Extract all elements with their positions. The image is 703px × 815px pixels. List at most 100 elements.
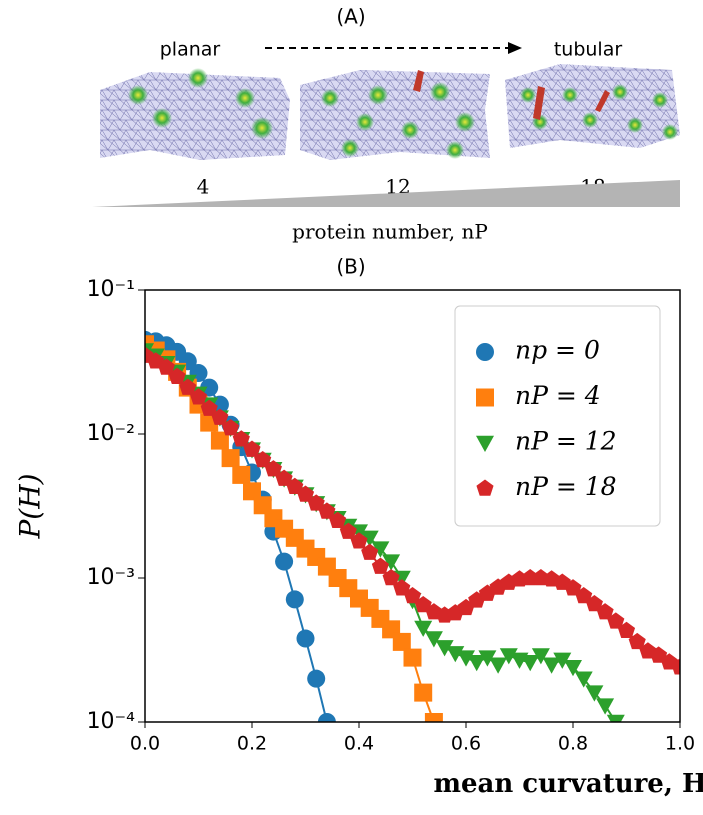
plot-area — [145, 330, 680, 722]
marker — [307, 669, 326, 688]
marker — [435, 640, 454, 657]
y-tick-label: 10⁻¹ — [87, 277, 135, 302]
marker — [585, 594, 603, 612]
marker — [222, 419, 240, 436]
legend-label: nP = 4 — [515, 381, 601, 410]
marker — [424, 631, 443, 648]
x-tick-label: 1.0 — [665, 733, 695, 755]
marker — [286, 477, 304, 495]
marker — [596, 698, 615, 715]
marker — [189, 388, 208, 405]
marker — [393, 579, 411, 596]
marker — [521, 655, 540, 672]
membrane — [505, 64, 680, 148]
marker — [275, 552, 294, 571]
y-tick-label: 10⁻² — [87, 421, 135, 446]
protein-count: 4 — [197, 175, 210, 199]
legend-label: np = 0 — [515, 336, 600, 365]
marker — [542, 657, 561, 674]
marker — [200, 399, 218, 416]
marker — [596, 603, 614, 620]
marker — [296, 629, 315, 648]
marker — [157, 358, 175, 375]
marker — [403, 648, 422, 667]
marker — [179, 378, 197, 395]
marker — [446, 646, 465, 663]
marker — [371, 557, 389, 574]
marker — [329, 511, 347, 528]
marker — [403, 586, 422, 604]
x-tick-label: 0.8 — [558, 733, 588, 755]
marker — [296, 485, 315, 502]
marker — [606, 714, 625, 722]
y-axis-label: P(H) — [14, 473, 47, 539]
panel-label: (B) — [336, 255, 365, 279]
marker — [232, 430, 250, 447]
marker — [317, 713, 336, 722]
marker — [424, 713, 443, 722]
legend-label: nP = 18 — [515, 472, 617, 501]
marker — [585, 685, 604, 702]
panel-label: (A) — [336, 5, 365, 29]
marker — [414, 683, 433, 702]
marker — [617, 621, 636, 639]
legend-marker — [476, 479, 494, 496]
legend-box — [454, 305, 661, 527]
marker — [361, 543, 379, 560]
marker — [382, 569, 400, 586]
marker — [392, 632, 411, 651]
x-tick-label: 0.6 — [451, 733, 481, 755]
tubular-label: tubular — [554, 39, 623, 61]
legend-marker — [476, 343, 494, 361]
legend-label: nP = 12 — [515, 427, 617, 456]
marker — [499, 648, 518, 665]
wedge-label: protein number, nP — [292, 220, 488, 244]
marker — [350, 532, 368, 549]
marker — [478, 650, 497, 667]
marker — [307, 494, 325, 511]
marker — [575, 586, 593, 604]
marker — [360, 530, 379, 547]
marker — [671, 658, 680, 675]
wedge — [92, 180, 680, 207]
legend: np = 0 nP = 4 nP = 12 nP = 18 — [454, 305, 661, 527]
marker — [211, 408, 229, 425]
proteins — [128, 68, 678, 159]
marker — [254, 450, 272, 468]
marker — [382, 554, 401, 571]
arrow-head — [508, 42, 522, 54]
marker — [318, 502, 336, 519]
marker — [210, 431, 229, 450]
x-axis-label: mean curvature, H — [433, 769, 703, 799]
marker — [275, 469, 293, 486]
marker — [574, 671, 593, 688]
x-tick-label: 0.0 — [130, 733, 160, 755]
x-tick-label: 0.2 — [237, 733, 267, 755]
y-tick-label: 10⁻³ — [87, 565, 135, 590]
marker — [264, 460, 282, 477]
marker — [232, 465, 251, 484]
marker — [285, 590, 304, 609]
marker — [168, 367, 186, 384]
marker — [564, 660, 582, 677]
marker — [489, 657, 508, 674]
marker — [531, 648, 550, 665]
marker — [564, 579, 582, 596]
axes-frame — [144, 289, 681, 723]
planar-label: planar — [160, 39, 221, 61]
marker — [414, 620, 433, 637]
panel-a: (A) planar tubular 4 12 18 protein numbe… — [92, 5, 680, 244]
marker — [628, 632, 646, 650]
marker — [200, 378, 219, 397]
legend-marker — [476, 435, 494, 452]
legend-marker — [476, 388, 494, 407]
y-tick-label: 10⁻⁴ — [87, 709, 136, 734]
marker — [371, 541, 390, 558]
marker — [243, 440, 261, 457]
marker — [339, 522, 357, 539]
marker — [457, 650, 475, 667]
x-tick-label: 0.4 — [344, 733, 374, 755]
marker — [607, 612, 625, 629]
marker — [243, 482, 261, 501]
